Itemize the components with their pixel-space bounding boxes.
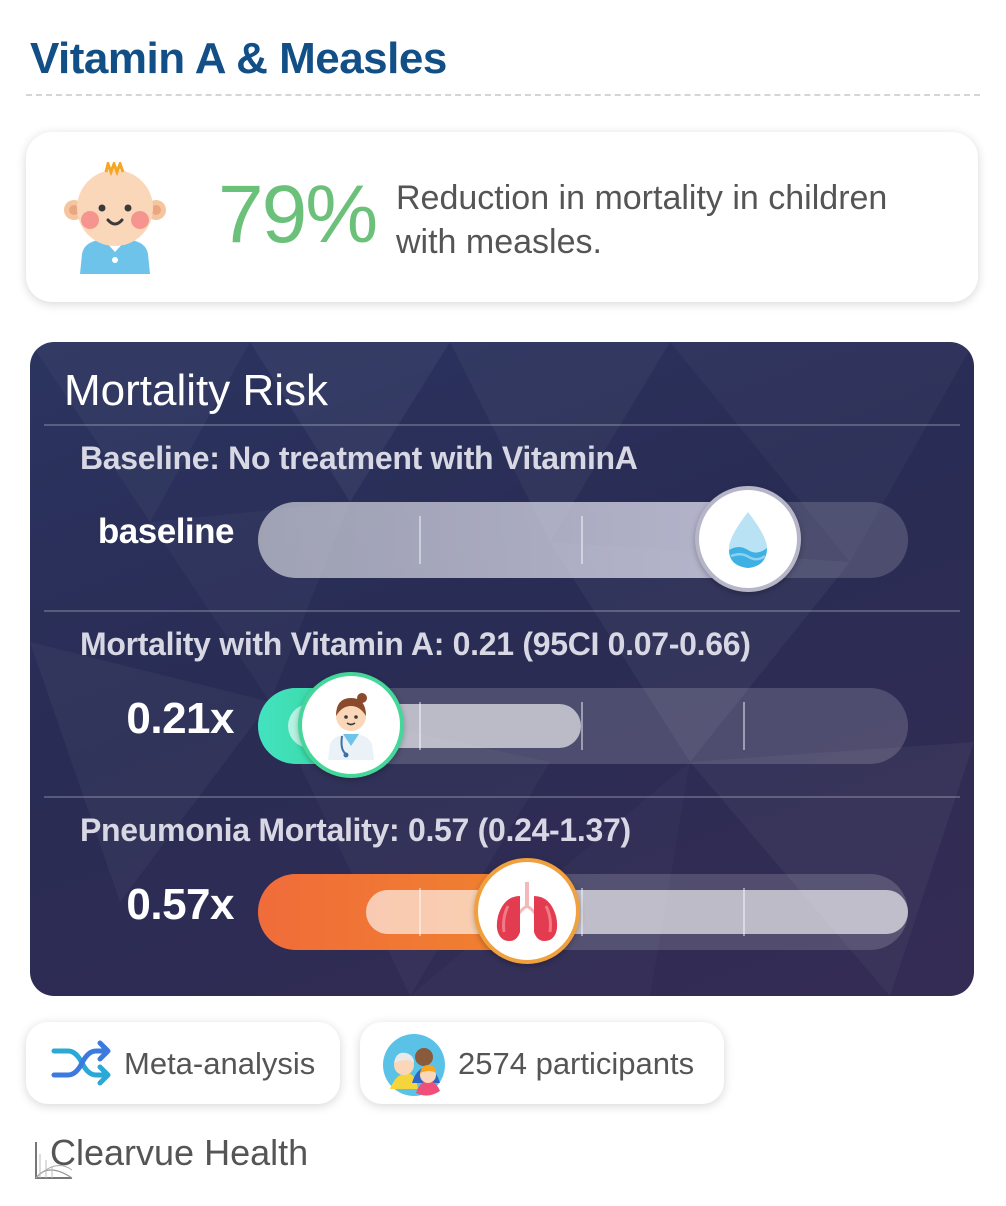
shuffle-icon — [51, 1040, 111, 1086]
page-title: Vitamin A & Measles — [30, 34, 447, 83]
people-icon — [383, 1034, 445, 1096]
baby-icon — [64, 162, 166, 274]
divider — [44, 424, 960, 426]
title-divider — [26, 94, 980, 96]
baseline-bar — [258, 486, 908, 592]
lungs-icon — [496, 882, 558, 941]
panel-background-texture — [30, 342, 974, 996]
brand-name: Clearvue Health — [50, 1132, 309, 1173]
bar-tick — [419, 888, 421, 936]
pneumonia-marker — [474, 858, 580, 964]
participants-label: 2574 participants — [458, 1046, 695, 1081]
divider — [44, 610, 960, 612]
bar-tick — [419, 702, 421, 750]
vitamin-a-caption: Mortality with Vitamin A: 0.21 (95CI 0.0… — [80, 626, 751, 662]
baseline-label: baseline — [97, 512, 235, 551]
stat-description: Reduction in mortality in children with … — [396, 179, 888, 261]
study-type-label: Meta-analysis — [124, 1046, 316, 1081]
stat-card: 79% Reduction in mortality in children w… — [26, 132, 978, 302]
stat-value: 79% — [218, 169, 378, 260]
pneumonia-ratio: 0.57x — [126, 880, 234, 929]
vitamin-a-ratio: 0.21x — [126, 694, 234, 743]
doctor-icon — [328, 693, 374, 760]
study-type-badge: Meta-analysis — [26, 1022, 340, 1104]
baseline-marker — [695, 486, 801, 592]
panel-title: Mortality Risk — [64, 366, 329, 415]
water-drop-icon — [729, 512, 767, 568]
pneumonia-confidence-interval — [366, 890, 908, 934]
baseline-caption: Baseline: No treatment with VitaminA — [80, 440, 638, 476]
vitamin-a-bar — [258, 672, 908, 778]
pneumonia-bar — [258, 858, 908, 964]
bar-tick — [743, 888, 745, 936]
bar-tick — [743, 702, 745, 750]
vitamin-a-marker — [298, 672, 404, 778]
pneumonia-caption: Pneumonia Mortality: 0.57 (0.24-1.37) — [80, 812, 631, 848]
bar-tick — [419, 516, 421, 564]
divider — [44, 796, 960, 798]
bar-tick — [581, 516, 583, 564]
bar-tick — [581, 888, 583, 936]
baseline-bar-fill — [258, 502, 778, 578]
clearvue-logo-icon — [35, 1142, 73, 1179]
bar-tick — [581, 702, 583, 750]
mortality-risk-panel: Mortality Risk Baseline: No treatment wi… — [30, 342, 974, 996]
participants-badge: 2574 participants — [360, 1022, 724, 1104]
